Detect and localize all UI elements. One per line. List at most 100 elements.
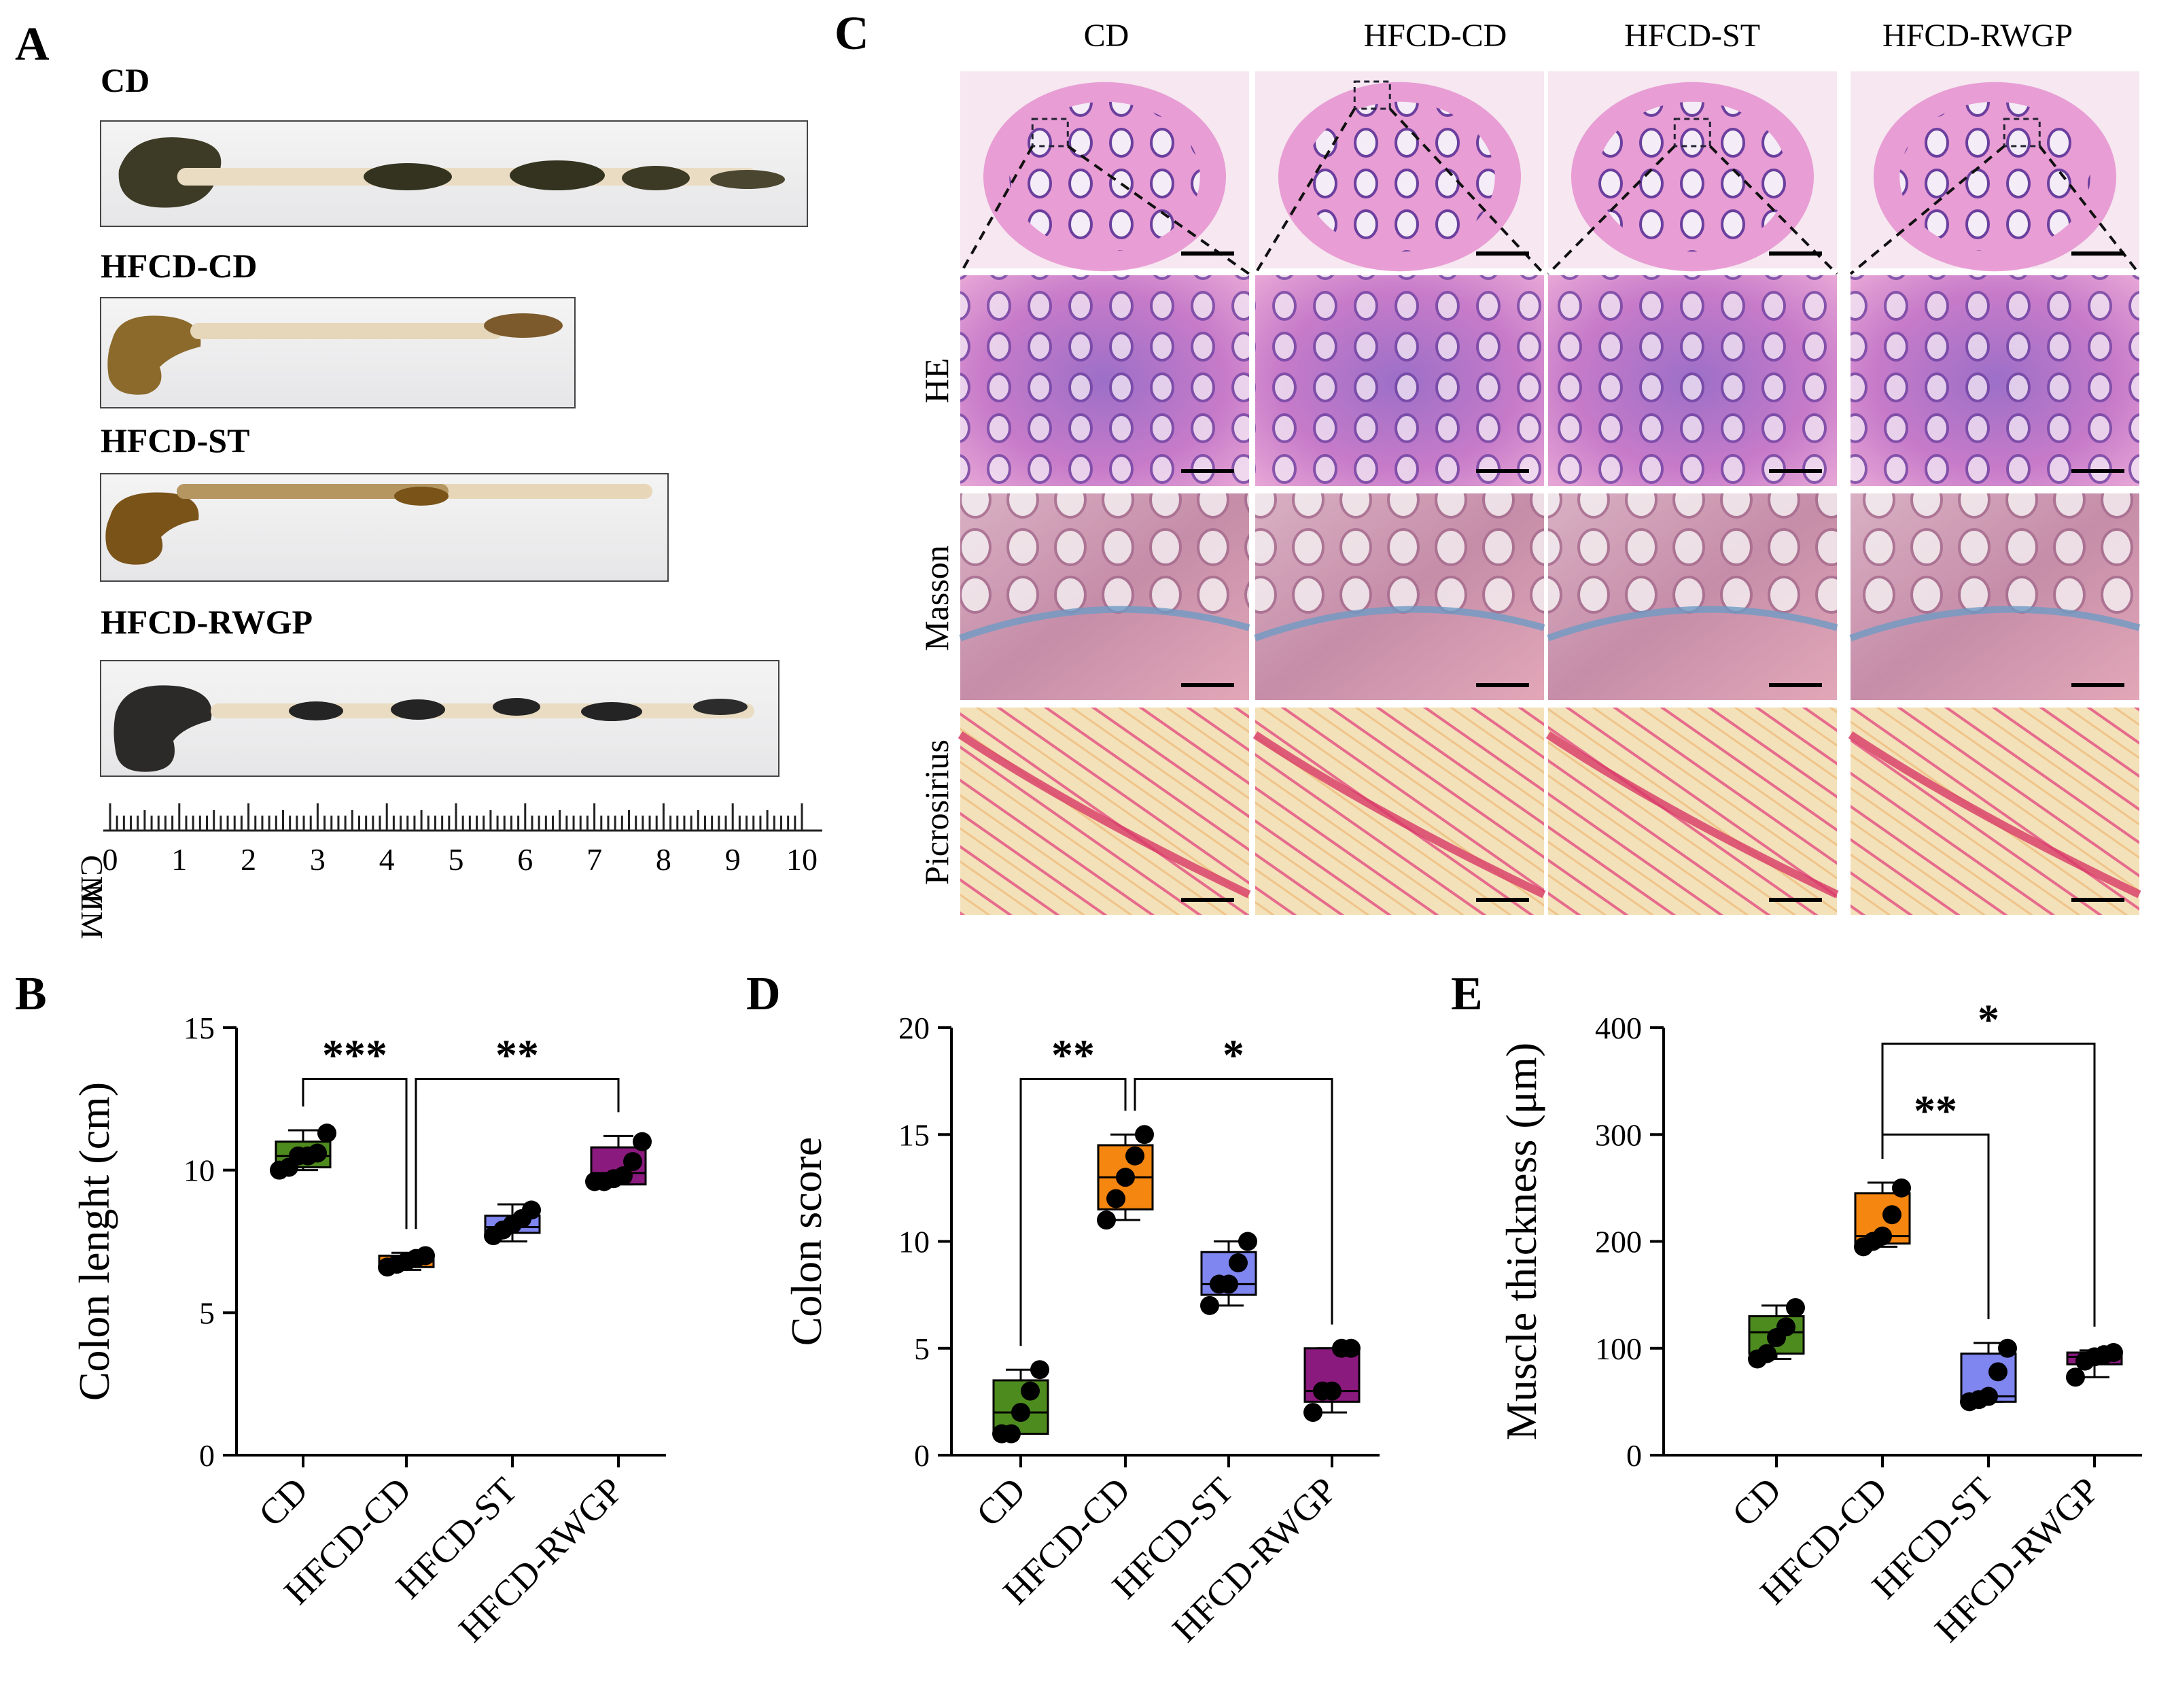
y-axis-label: Muscle thickness (μm) <box>1497 1043 1545 1440</box>
data-point <box>633 1132 652 1151</box>
ruler-label: 9 <box>725 842 741 877</box>
data-point <box>2066 1367 2085 1387</box>
histology-row-masson: Masson <box>917 545 955 651</box>
panel-a-label: A <box>15 18 50 71</box>
collagen-fiber <box>1848 731 2141 899</box>
data-point <box>317 1123 336 1143</box>
data-point <box>1219 1274 1238 1294</box>
y-tick-label: 10 <box>898 1225 930 1259</box>
ruler-label: 7 <box>586 842 602 877</box>
collagen-fiber <box>1849 606 2141 642</box>
tissue-crypts <box>1548 275 1837 486</box>
significance-bracket <box>415 1077 620 1230</box>
data-point <box>2104 1343 2123 1363</box>
collagen-fiber <box>959 606 1250 642</box>
tissue-crypts <box>960 493 1249 618</box>
y-tick-label: 0 <box>199 1438 215 1473</box>
significance-label: ** <box>1051 1030 1095 1079</box>
y-tick-label: 0 <box>914 1438 930 1473</box>
y-axis-label: Colon score <box>782 1137 830 1346</box>
colon-photo-cd <box>100 120 808 227</box>
data-point <box>1786 1297 1805 1317</box>
zoom-box <box>1031 118 1069 147</box>
significance-label: * <box>1978 996 1999 1044</box>
panel-a-group-hfcd-rwgp: HFCD-RWGP <box>101 603 313 641</box>
tissue-crypts <box>960 275 1249 486</box>
data-point <box>614 1166 633 1186</box>
collagen-fiber <box>1545 731 1839 899</box>
histology-row-picrosirius: Picrosirius <box>917 739 955 885</box>
y-tick-label: 20 <box>898 1011 930 1045</box>
ruler-label: 0 <box>103 842 118 877</box>
data-point <box>1011 1403 1030 1423</box>
tissue-crypts <box>1304 101 1495 252</box>
collagen-fiber <box>958 731 1251 899</box>
colon-photo-hfcd-rwgp <box>100 660 779 777</box>
significance-label: ** <box>495 1030 539 1079</box>
data-point <box>1106 1189 1125 1208</box>
ruler-label: 4 <box>379 842 395 877</box>
data-point <box>1342 1338 1361 1358</box>
histology-image <box>1255 708 1544 915</box>
histology-row-he: HE <box>917 358 955 404</box>
data-point <box>623 1152 642 1172</box>
data-point <box>1979 1387 1998 1406</box>
significance-label: * <box>1223 1030 1244 1079</box>
significance-bracket <box>1019 1077 1127 1346</box>
y-tick-label: 200 <box>1595 1225 1642 1259</box>
ruler-label: 1 <box>171 842 187 877</box>
tissue-crypts <box>1899 101 2090 252</box>
collagen-fiber <box>1252 731 1546 899</box>
data-point <box>1757 1344 1776 1363</box>
significance-label: ** <box>1914 1086 1957 1134</box>
colon-photo-hfcd-cd <box>100 297 576 408</box>
data-point <box>1776 1317 1795 1337</box>
x-tick-label: CD <box>968 1469 1033 1534</box>
ruler-label: 10 <box>786 842 818 877</box>
ruler-label: 2 <box>241 842 256 877</box>
panel-a-group-hfcd-st: HFCD-ST <box>101 421 249 459</box>
significance-bracket <box>1881 1043 2096 1327</box>
histology-column-hfcd-rwgp: HFCD-RWGP <box>1882 18 2073 54</box>
tissue-crypts <box>1597 101 1788 252</box>
tissue-crypts <box>1548 493 1837 618</box>
collagen-fiber <box>1547 606 1838 642</box>
data-point <box>1097 1210 1116 1230</box>
data-point <box>416 1246 435 1266</box>
tissue-crypts <box>1255 493 1544 618</box>
tissue-crypts <box>1009 101 1200 252</box>
data-point <box>522 1200 541 1220</box>
data-point <box>1002 1424 1021 1444</box>
tissue-crypts <box>1255 275 1544 486</box>
y-tick-label: 400 <box>1595 1011 1642 1045</box>
histology-image <box>960 708 1249 915</box>
collagen-fiber <box>1254 606 1545 642</box>
panel-c-label: C <box>835 7 869 60</box>
data-point <box>1322 1381 1342 1401</box>
x-tick-label: CD <box>251 1469 315 1534</box>
data-point <box>308 1143 327 1163</box>
zoom-line <box>959 145 1034 275</box>
panel-e-label: E <box>1451 968 1483 1020</box>
panel-a-group-hfcd-cd: HFCD-CD <box>101 247 258 285</box>
data-point <box>1892 1178 1911 1198</box>
data-point <box>1021 1381 1040 1401</box>
data-point <box>1873 1226 1892 1246</box>
y-tick-label: 0 <box>1626 1438 1642 1473</box>
tissue-crypts <box>1851 275 2139 486</box>
histology-column-cd: CD <box>1084 18 1129 54</box>
y-axis-label: Colon lenght (cm) <box>70 1082 118 1401</box>
ruler-unit-cm: CM <box>75 855 109 904</box>
y-tick-label: 5 <box>914 1331 930 1366</box>
data-point <box>1988 1362 2008 1382</box>
y-tick-label: 15 <box>898 1117 930 1152</box>
zoom-box <box>1673 118 1711 147</box>
zoom-line <box>1388 107 1545 275</box>
ruler-label: 8 <box>656 842 671 877</box>
x-tick-label: CD <box>1724 1469 1789 1534</box>
data-point <box>1200 1295 1219 1315</box>
